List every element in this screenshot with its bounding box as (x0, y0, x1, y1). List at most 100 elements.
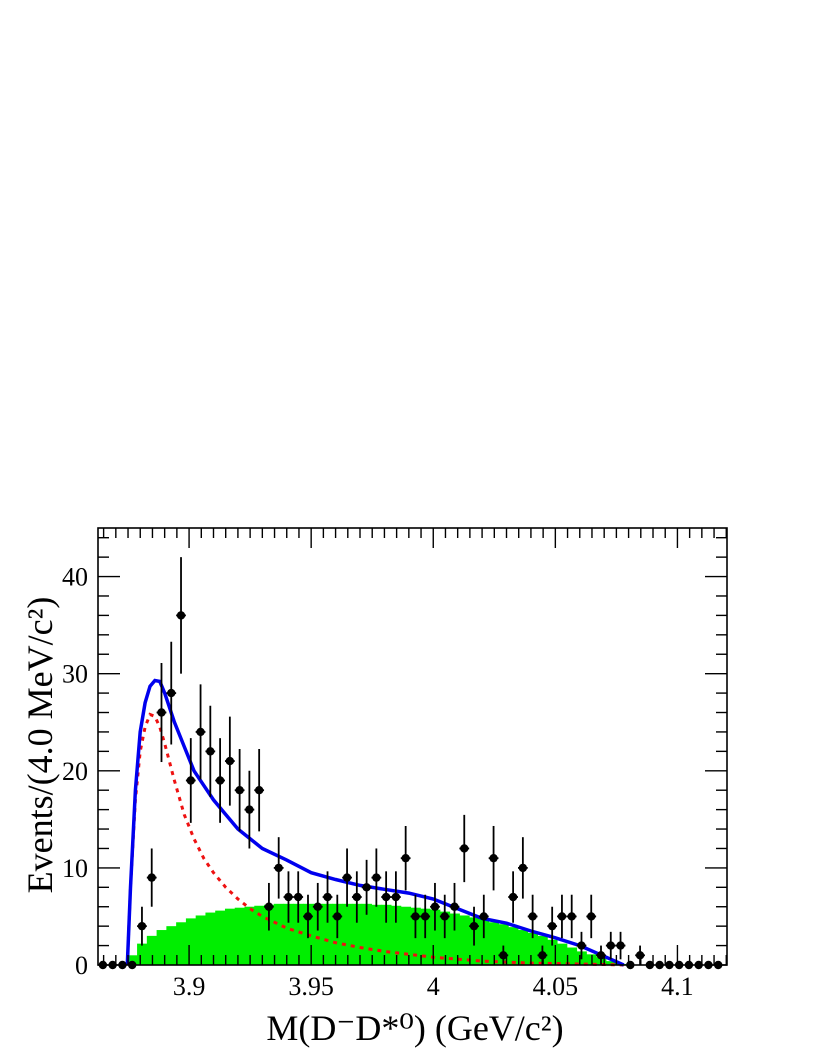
data-point (147, 873, 156, 882)
y-tick-label: 0 (75, 951, 88, 980)
data-point (176, 611, 186, 620)
data-point (342, 873, 352, 882)
background-bar (566, 947, 578, 965)
data-point (167, 688, 176, 698)
y-tick-label: 10 (62, 854, 88, 883)
data-point (518, 863, 528, 873)
background-bar (264, 904, 275, 965)
data-point (567, 912, 576, 921)
y-tick-label: 30 (62, 660, 88, 689)
data-point (577, 941, 586, 950)
tick-labels: 3.9 3.95 4 4.05 4.1 0 10 20 30 40 (62, 563, 694, 1001)
data-point (303, 912, 313, 921)
background-bar (312, 903, 324, 965)
x-tick-label: 4.1 (661, 972, 694, 1001)
background-bar (195, 915, 206, 965)
signal-curve-group (125, 712, 624, 967)
data-point (508, 892, 518, 902)
data-point (323, 892, 332, 902)
data-point (450, 902, 459, 911)
data-point (381, 892, 391, 902)
background-bar (254, 905, 265, 965)
data-point (587, 912, 596, 921)
background-bar (293, 903, 304, 965)
data-point (616, 941, 625, 950)
data-point (538, 951, 547, 960)
data-point (294, 892, 303, 902)
data-point (254, 786, 264, 795)
data-point (635, 951, 645, 960)
data-point (557, 912, 567, 921)
axis-ticks (98, 528, 727, 966)
data-point (362, 883, 371, 892)
background-bar (498, 924, 509, 965)
x-axis-title: M(D⁻D*⁰) (GeV/c²) (266, 1008, 563, 1048)
data-point (137, 921, 147, 931)
background-bar (400, 906, 412, 965)
background-bar (283, 903, 294, 965)
data-point (460, 844, 469, 853)
data-point (245, 805, 254, 814)
data-point (157, 708, 166, 717)
background-bar (156, 930, 167, 965)
data-point (352, 892, 362, 902)
data-point (196, 727, 205, 737)
background-bar (381, 904, 392, 965)
background-bar (547, 939, 558, 965)
background-bar (273, 903, 285, 965)
background-bar (244, 906, 255, 965)
y-axis-title: Events/(4.0 MeV/c²) (20, 597, 60, 894)
background-histogram (127, 903, 626, 965)
y-tick-label: 20 (62, 757, 88, 786)
background-bar (391, 905, 402, 965)
background-bar (176, 922, 187, 965)
data-point (333, 912, 342, 921)
data-point (206, 747, 215, 756)
background-bar (127, 955, 138, 965)
data-point (547, 921, 557, 931)
data-point (411, 912, 420, 921)
data-point (264, 902, 274, 911)
data-point (440, 912, 449, 921)
y-tick-label: 40 (62, 563, 88, 592)
background-bar (449, 913, 460, 965)
background-bar (166, 926, 177, 965)
background-bar (146, 935, 158, 965)
background-bar (605, 961, 617, 965)
background-bar (430, 909, 441, 965)
background-bar (371, 904, 382, 965)
background-bar (361, 903, 372, 965)
x-tick-label: 4 (427, 972, 440, 1001)
background-bar (508, 927, 519, 965)
data-point (284, 892, 293, 902)
data-point (606, 941, 615, 950)
data-point (186, 776, 195, 785)
background-bar (478, 919, 490, 965)
signal-curve (125, 712, 624, 967)
x-tick-label: 4.05 (533, 972, 579, 1001)
background-bar (215, 910, 226, 965)
data-point (596, 951, 606, 960)
background-bar (234, 907, 246, 965)
data-point (401, 853, 410, 863)
data-point (313, 902, 322, 911)
data-point (489, 853, 498, 863)
data-points (98, 557, 723, 970)
data-point (499, 951, 508, 960)
background-bar (224, 908, 236, 965)
background-bar (351, 903, 363, 965)
background-bar (205, 912, 216, 965)
background-bar (527, 932, 539, 965)
data-point (215, 776, 225, 785)
data-point (430, 902, 440, 911)
background-bar (517, 930, 529, 965)
data-point (391, 892, 401, 902)
background-bar (137, 943, 148, 965)
data-point (235, 786, 244, 795)
background-bar (322, 903, 333, 965)
data-point (479, 912, 488, 921)
x-tick-label: 3.9 (173, 972, 206, 1001)
background-bar (439, 911, 451, 965)
data-point (420, 912, 430, 921)
background-bar (488, 922, 499, 965)
